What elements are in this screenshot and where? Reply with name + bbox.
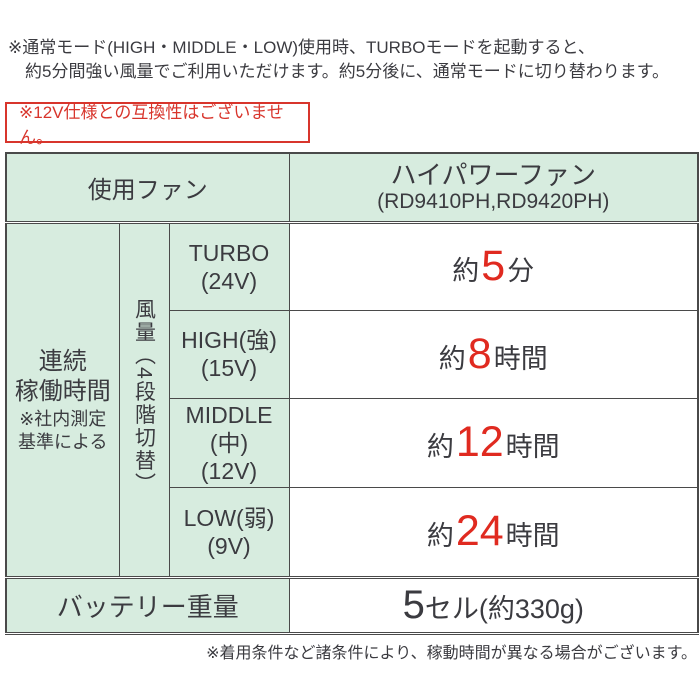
mode-cell-turbo: TURBO (24V) [168,221,290,311]
mode-cell-low: LOW(弱) (9V) [168,486,290,578]
runtime-high-number: 8 [467,329,492,378]
duration-note-line1: ※社内測定 [19,408,107,429]
battery-weight-unit: セル(約330g) [424,593,584,624]
fan-header-row: 使用ファン ハイパワーファン (RD9410PH,RD9420PH) [5,152,699,224]
runtime-row-high: HIGH(強) (15V) 約8時間 [6,309,699,399]
runtime-row-turbo: 連続 稼働時間 ※社内測定 基準による 風量（4段階切替） TURBO (24V… [5,221,699,578]
fan-name: ハイパワーファン [390,159,596,190]
mode-turbo-line1: TURBO [188,239,270,266]
turbo-mode-note-line1: ※通常モード(HIGH・MIDDLE・LOW)使用時、TURBOモードを起動する… [8,38,595,57]
duration-label-line2: 稼働時間 [14,377,111,405]
mode-turbo-line2: (24V) [200,267,258,294]
runtime-middle-prefix: 約 [426,432,454,462]
runtime-low-prefix: 約 [426,521,454,551]
mode-high-line1: HIGH(強) [181,327,277,353]
fan-models: (RD9410PH,RD9420PH) [377,189,610,213]
mode-low-line2: (9V) [207,532,251,559]
runtime-value-middle: 約12時間 [288,397,699,488]
runtime-turbo-prefix: 約 [452,256,480,286]
runtime-high-prefix: 約 [438,343,466,374]
runtime-value-high: 約8時間 [288,309,699,399]
runtime-turbo-number: 5 [481,242,506,290]
runtime-low-number: 24 [455,507,504,555]
runtime-low-unit: 時間 [505,521,560,551]
duration-note-line2: 基準による [18,431,108,452]
airflow-label-cell: 風量（4段階切替） [118,221,170,578]
mode-middle-line2: (中) [209,429,249,456]
mode-middle-line1: MIDDLE [185,401,273,428]
turbo-mode-note-line2: 約5分間強い風量でご利用いただけます。約5分後に、通常モードに切り替わります。 [25,62,669,81]
fan-row-label: 使用ファン [5,152,290,224]
airflow-vertical-label: 風量（4段階切替） [132,298,156,496]
runtime-value-low: 約24時間 [288,486,699,578]
runtime-middle-number: 12 [455,418,504,466]
battery-weight-value: 5セル(約330g) [288,575,699,634]
fan-row-value: ハイパワーファン (RD9410PH,RD9420PH) [288,152,699,224]
compatibility-warning-text: ※12V仕様との互換性はございません。 [19,102,284,147]
runtime-value-turbo: 約5分 [288,221,699,311]
usage-conditions-text: ※着用条件など諸条件により、稼動時間が異なる場合がございます。 [206,645,697,662]
battery-weight-label: バッテリー重量 [5,575,290,634]
mode-cell-high: HIGH(強) (15V) [168,309,290,399]
mode-low-line1: LOW(弱) [183,504,275,531]
mode-high-line2: (15V) [200,355,258,381]
turbo-mode-note: ※通常モード(HIGH・MIDDLE・LOW)使用時、TURBOモードを起動する… [8,36,669,84]
usage-conditions-note: ※着用条件など諸条件により、稼動時間が異なる場合がございます。 [5,639,697,663]
battery-weight-row: バッテリー重量 5セル(約330g) [5,575,699,634]
mode-cell-middle: MIDDLE (中) (12V) [168,397,290,488]
duration-label-cell: 連続 稼働時間 ※社内測定 基準による [5,221,120,578]
compatibility-warning-box: ※12V仕様との互換性はございません。 [5,102,310,147]
duration-label-line1: 連続 [38,347,87,375]
mode-middle-line3: (12V) [200,457,258,484]
runtime-turbo-unit: 分 [507,256,535,286]
runtime-middle-unit: 時間 [505,432,560,462]
runtime-row-middle: MIDDLE (中) (12V) 約12時間 [6,397,699,488]
runtime-high-unit: 時間 [493,343,548,374]
battery-cell-count: 5 [402,582,425,627]
fan-runtime-spec-table: 使用ファン ハイパワーファン (RD9410PH,RD9420PH) 連続 稼働… [5,152,699,635]
runtime-row-low: LOW(弱) (9V) 約24時間 [6,486,699,578]
